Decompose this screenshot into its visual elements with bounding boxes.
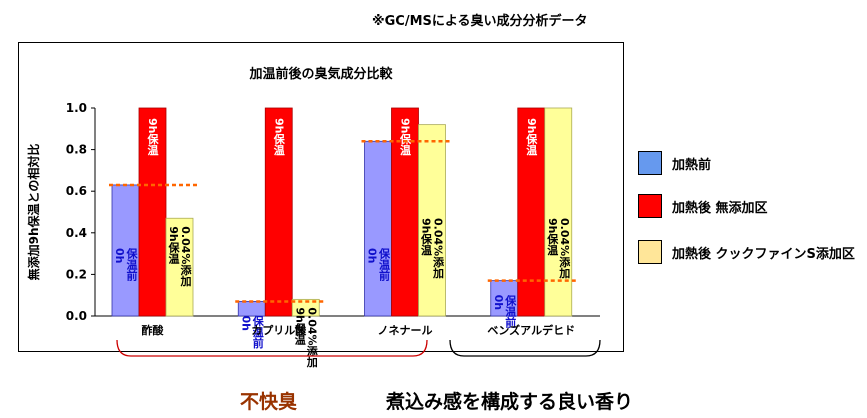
y-tick-label: 0.8	[66, 143, 87, 157]
bar	[111, 184, 140, 317]
y-tick-label: 0.4	[66, 226, 87, 240]
legend-item-before-heating: 加熱前	[638, 151, 711, 175]
bar	[490, 280, 519, 317]
y-tick-label: 0.6	[66, 184, 87, 198]
bar-label: 0h	[492, 295, 505, 311]
bar-label: 9h保温	[525, 118, 539, 156]
category-label: ベンズアルデヒド	[487, 323, 575, 337]
bar-label: 0.04%添加	[305, 307, 319, 368]
category-label: 酢酸	[142, 323, 165, 337]
legend-label-before-heating: 加熱前	[672, 157, 712, 173]
group-label-good-aroma: 煮込み感を構成する良い香り	[386, 391, 634, 413]
y-tick-label: 0.0	[66, 309, 87, 323]
bar	[264, 107, 293, 317]
bar-label: 9h保温	[420, 218, 434, 256]
legend-item-after-no-additive: 加熱後 無添加区	[638, 194, 768, 218]
y-axis-label: 無添加9h保温との相対比	[26, 144, 41, 281]
bar	[237, 301, 266, 317]
bar	[391, 107, 419, 317]
bar-label: 0.04%添加	[558, 218, 572, 279]
analysis-note: ※GC/MSによる臭い成分分析データ	[372, 14, 588, 29]
y-tick-label: 1.0	[66, 101, 87, 115]
bar-label: 9h保温	[146, 118, 160, 156]
bar-label: 9h保温	[399, 118, 413, 156]
group-label-unpleasant: 不快臭	[240, 391, 298, 413]
bar	[544, 107, 573, 317]
bar-label: 0.04%添加	[432, 218, 446, 279]
bar	[418, 124, 446, 317]
bar-label: 保温前	[251, 314, 265, 349]
category-label: ノネナール	[378, 324, 433, 337]
bracket-good-aroma	[449, 339, 601, 357]
bar	[364, 140, 392, 317]
legend-swatch-after-no-additive	[638, 194, 662, 218]
bar-label: 9h保温	[293, 307, 307, 345]
bar	[291, 298, 320, 317]
legend-label-after-no-additive: 加熱後 無添加区	[672, 200, 768, 216]
legend-swatch-before-heating	[638, 151, 662, 175]
bar-label: 9h保温	[167, 226, 181, 264]
legend-item-after-cookfine: 加熱後 クックファインS添加区	[638, 240, 855, 264]
bar-label: 9h保温	[272, 118, 286, 156]
bar-label: 保温前	[504, 293, 518, 328]
bar	[165, 217, 194, 317]
bar-label: 0h	[366, 248, 379, 264]
bar-label: 保温前	[125, 247, 139, 282]
bar-label: 保温前	[378, 247, 392, 282]
bracket-unpleasant	[116, 339, 428, 357]
bar-label: 0h	[239, 315, 252, 331]
chart-title: 加温前後の臭気成分比較	[249, 67, 393, 82]
category-label: カプリル酸	[251, 323, 307, 337]
bar-label: 0h	[113, 248, 126, 264]
bar	[138, 107, 167, 317]
y-tick-label: 0.2	[66, 267, 87, 281]
legend-label-after-cookfine: 加熱後 クックファインS添加区	[672, 246, 855, 262]
bar-label: 0.04%添加	[179, 226, 193, 287]
legend-swatch-after-cookfine	[638, 240, 662, 264]
bar-label: 9h保温	[546, 218, 560, 256]
